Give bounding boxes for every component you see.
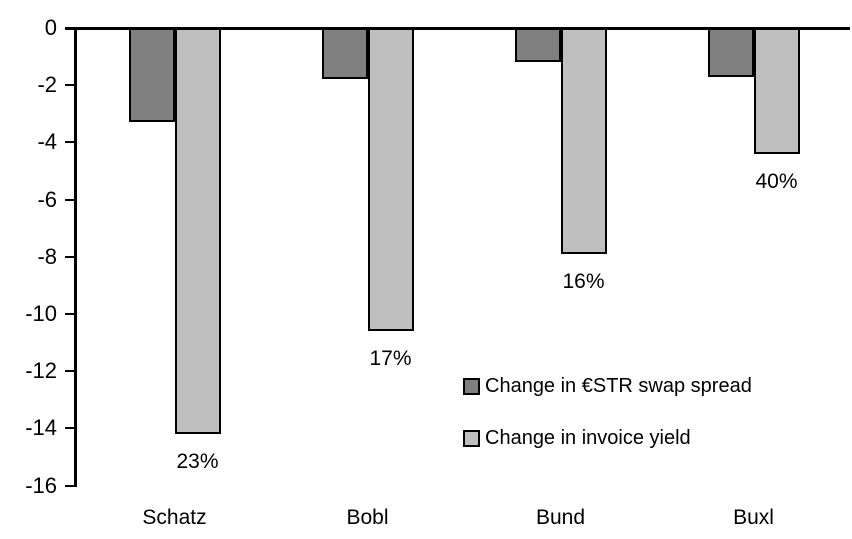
legend-swatch-swap-spread [463, 378, 480, 395]
y-axis-tick [65, 198, 76, 201]
y-axis-tick [65, 370, 76, 373]
y-axis-tick [65, 141, 76, 144]
y-axis-tick-label: 0 [44, 15, 57, 40]
y-axis-tick [65, 255, 76, 258]
y-axis-tick [65, 27, 76, 29]
bar-buxl-invoice-yield [753, 28, 800, 154]
y-axis-tick-label: -8 [37, 243, 57, 269]
bar-schatz-swap-spread [128, 28, 175, 123]
bar-bund-invoice-yield [560, 28, 607, 254]
y-axis-tick [65, 84, 76, 87]
bar-schatz-invoice-yield [174, 28, 221, 435]
x-axis-label-buxl: Buxl [733, 506, 774, 529]
data-label-schatz: 23% [176, 450, 219, 474]
y-axis-tick-label: -10 [25, 301, 57, 326]
data-label-buxl: 40% [755, 169, 798, 193]
x-axis-label-bund: Bund [535, 506, 586, 529]
y-axis-tick-label: -14 [25, 415, 57, 441]
legend-swatch-invoice-yield [463, 430, 480, 447]
y-axis-tick [65, 484, 76, 487]
legend-label-swap-spread: Change in €STR swap spread [485, 375, 752, 397]
y-axis-tick [65, 427, 76, 430]
x-axis-label-bobl: Bobl [346, 506, 389, 529]
y-axis-tick-label: -16 [25, 472, 57, 498]
bar-bobl-swap-spread [321, 28, 368, 80]
x-axis-zero-line [65, 26, 850, 30]
bar-buxl-swap-spread [707, 28, 754, 77]
data-label-bund: 16% [562, 269, 605, 293]
x-axis-label-schatz: Schatz [142, 506, 207, 529]
bar-bund-swap-spread [514, 28, 561, 63]
data-label-bobl: 17% [369, 347, 412, 371]
legend-label-invoice-yield: Change in invoice yield [485, 427, 691, 449]
y-axis-tick-label: -2 [37, 72, 57, 98]
bar-bobl-invoice-yield [367, 28, 414, 332]
y-axis-tick [65, 313, 76, 315]
y-axis-tick-label: -6 [37, 186, 57, 212]
y-axis-tick-label: -12 [25, 358, 57, 384]
y-axis-tick-label: -4 [37, 129, 57, 155]
